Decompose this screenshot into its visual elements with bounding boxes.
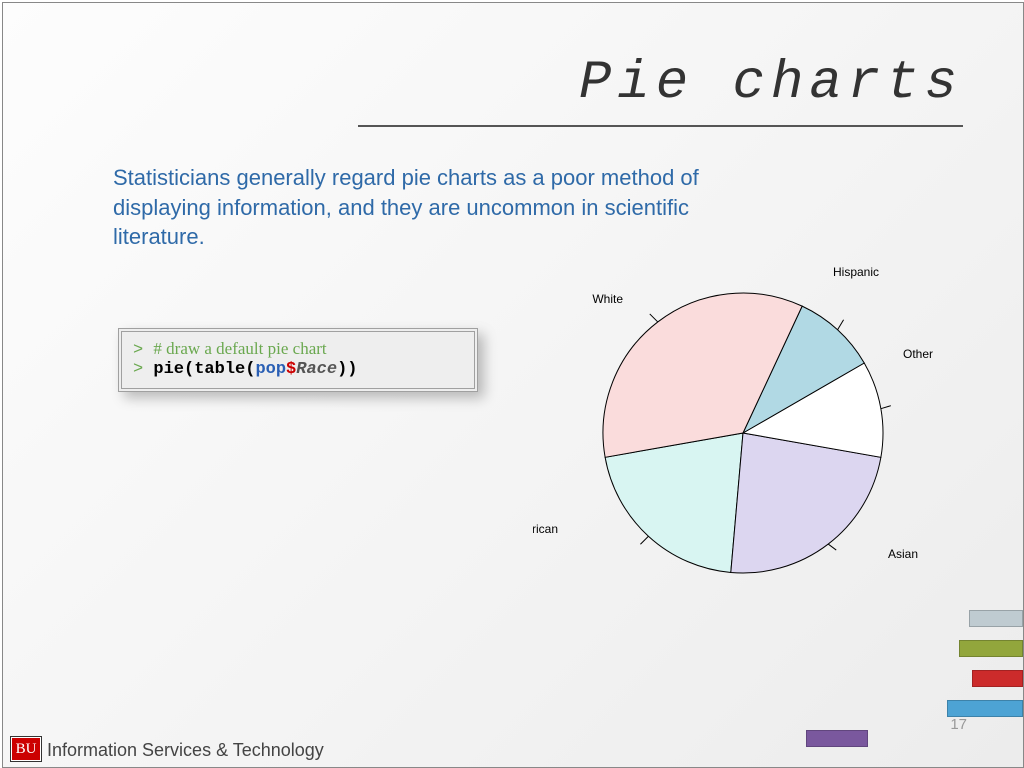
code-dollar: $ — [286, 360, 296, 379]
leader-line — [828, 544, 836, 550]
bu-logo: BU — [11, 737, 41, 761]
footer: BU Information Services & Technology — [3, 731, 1023, 767]
pie-slice-asian — [731, 433, 881, 573]
pie-label-other: Other — [903, 347, 933, 361]
code-line-2: > pie(table(pop$Race)) — [133, 360, 463, 379]
code-fn-close: )) — [337, 360, 357, 379]
pie-label-asian: Asian — [888, 547, 918, 561]
stair-step — [959, 640, 1023, 657]
stair-step — [947, 700, 1023, 717]
stair-step — [969, 610, 1023, 627]
leader-line — [838, 320, 844, 330]
pie-label-hispanic: Hispanic — [833, 265, 879, 279]
stair-step — [972, 670, 1023, 687]
leader-line — [650, 314, 658, 322]
body-text: Statisticians generally regard pie chart… — [113, 163, 753, 252]
leader-line — [640, 536, 648, 544]
code-line-1: > # draw a default pie chart — [133, 339, 463, 360]
code-box: > # draw a default pie chart > pie(table… — [118, 328, 478, 392]
prompt: > — [133, 360, 153, 379]
pie-label-white: White — [592, 292, 623, 306]
prompt: > — [133, 341, 153, 360]
code-field: Race — [296, 360, 337, 379]
pie-chart: African Asian Other Hispanic White — [533, 258, 953, 588]
code-var: pop — [255, 360, 286, 379]
code-comment: # draw a default pie chart — [153, 339, 326, 358]
code-fn: pie(table( — [153, 360, 255, 379]
leader-line — [881, 406, 891, 409]
slide: Pie charts Statisticians generally regar… — [2, 2, 1024, 768]
title-underline — [358, 125, 963, 127]
footer-org: Information Services & Technology — [47, 740, 324, 761]
slide-title: Pie charts — [579, 53, 963, 114]
pie-label-african: African — [533, 522, 558, 536]
